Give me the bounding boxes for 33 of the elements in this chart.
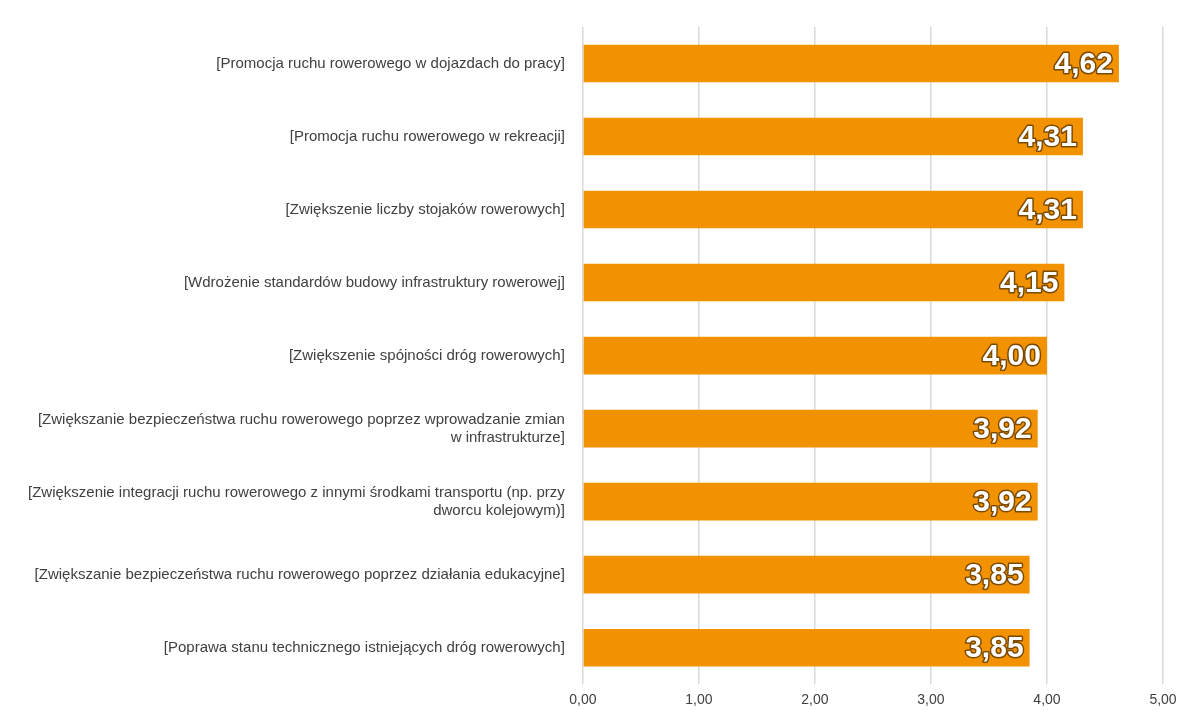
y-tick-label: [Promocja ruchu rowerowego w rekreacji]	[289, 126, 565, 144]
data-label: 3,92	[973, 483, 1032, 517]
data-label: 4,31	[1018, 118, 1077, 152]
data-label: 4,15	[999, 264, 1059, 298]
bar	[583, 190, 1083, 229]
bar	[583, 628, 1030, 667]
y-tick-label: [Zwiększanie bezpieczeństwa ruchu rowerowego poprzez wprowadzanie zmian w infrastrukturze]	[37, 409, 565, 445]
x-tick-label: 3,00	[917, 691, 945, 708]
bar	[583, 263, 1065, 302]
x-tick-label: 2,00	[801, 691, 829, 708]
y-tick-label: [Zwiększenie liczby stojaków rowerowych]	[285, 199, 565, 217]
y-tick-label: [Zwiększanie bezpieczeństwa ruchu rowerowego poprzez działania edukacyjne]	[34, 564, 565, 582]
bar	[583, 336, 1047, 375]
x-tick-label: 5,00	[1149, 691, 1177, 708]
bar	[583, 482, 1038, 521]
y-tick-label: [Wdrożenie standardów budowy infrastruktury rowerowej]	[183, 272, 565, 290]
bar	[583, 555, 1030, 594]
x-tick-label: 1,00	[685, 691, 713, 708]
data-label: 3,92	[973, 410, 1032, 444]
data-label: 3,85	[965, 629, 1024, 663]
data-label: 4,31	[1018, 191, 1077, 225]
bar	[583, 409, 1038, 448]
y-tick-label: [Zwiększenie integracji ruchu rowerowego z innymi środkami transportu (np. przy dworcu kolejowym)]	[27, 482, 566, 518]
data-label: 3,85	[965, 556, 1024, 590]
y-tick-label: [Poprawa stanu technicznego istniejących dróg rowerowych]	[163, 637, 565, 655]
data-label: 4,62	[1054, 45, 1113, 79]
x-tick-label: 0,00	[569, 691, 597, 708]
bar	[583, 44, 1119, 83]
bar	[583, 117, 1083, 156]
y-tick-label: [Promocja ruchu rowerowego w dojazdach do pracy]	[216, 53, 565, 71]
x-tick-label: 4,00	[1033, 691, 1061, 708]
data-label: 4,00	[982, 337, 1041, 371]
y-tick-label: [Zwiększenie spójności dróg rowerowych]	[288, 345, 565, 363]
